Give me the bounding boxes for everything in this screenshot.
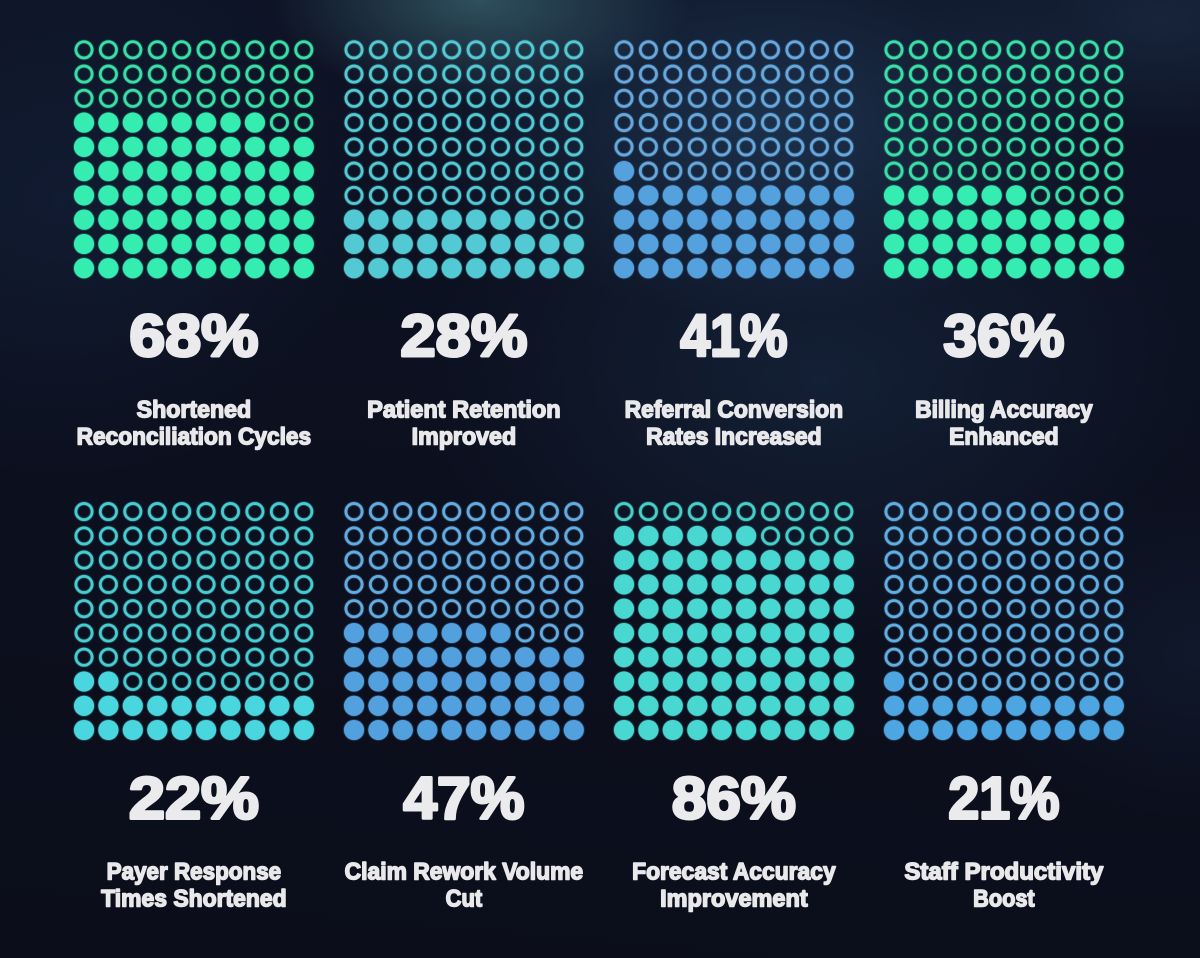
svg-text:Enhanced: Enhanced [949, 424, 1059, 451]
svg-text:28%: 28% [400, 303, 527, 369]
svg-text:36%: 36% [943, 303, 1064, 369]
svg-text:Times Shortened: Times Shortened [101, 886, 287, 913]
svg-text:Reconciliation Cycles: Reconciliation Cycles [77, 424, 312, 451]
svg-text:Improved: Improved [412, 424, 517, 451]
svg-text:68%: 68% [129, 303, 258, 369]
svg-text:86%: 86% [672, 766, 796, 832]
svg-text:Improvement: Improvement [660, 886, 808, 913]
svg-text:Claim Rework Volume: Claim Rework Volume [345, 859, 584, 886]
svg-text:Patient Retention: Patient Retention [367, 397, 561, 424]
svg-text:41%: 41% [680, 303, 787, 369]
svg-text:Forecast Accuracy: Forecast Accuracy [632, 859, 836, 886]
svg-text:Shortened: Shortened [137, 397, 252, 424]
svg-text:Payer Response: Payer Response [107, 859, 282, 886]
svg-text:Cut: Cut [446, 886, 483, 913]
svg-text:Staff Productivity: Staff Productivity [904, 859, 1104, 886]
svg-text:22%: 22% [129, 766, 259, 832]
svg-text:Rates Increased: Rates Increased [646, 424, 822, 451]
svg-text:47%: 47% [403, 766, 524, 832]
svg-text:Billing Accuracy: Billing Accuracy [915, 397, 1093, 424]
svg-text:21%: 21% [948, 766, 1059, 832]
svg-text:Boost: Boost [973, 886, 1035, 913]
svg-text:Referral Conversion: Referral Conversion [625, 397, 844, 424]
